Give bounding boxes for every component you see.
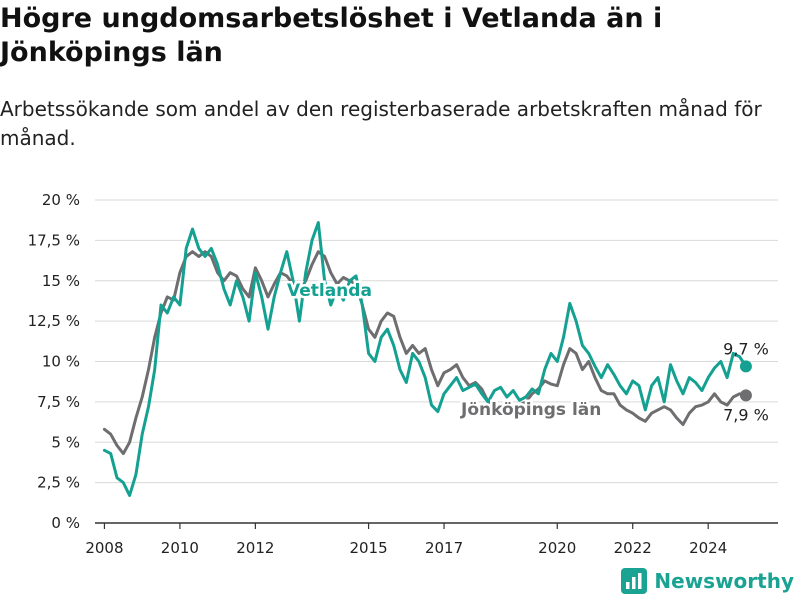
lan-line [102,250,748,456]
y-tick-label: 7,5 % [37,393,80,411]
y-tick-label: 0 % [51,514,80,532]
y-tick-label: 20 % [42,191,80,209]
lan-end-marker [739,389,752,402]
x-tick-label: 2024 [689,539,727,557]
x-tick-label: 2015 [349,539,387,557]
bar-chart-icon [621,568,648,594]
y-tick-label: 15 % [42,272,80,290]
lan-series-label: Jönköpings län [460,400,601,420]
y-tick-label: 10 % [42,353,80,371]
lan-end-value: 7,9 % [723,405,769,424]
vetlanda-end-marker [739,360,752,373]
series-lines [102,221,752,497]
x-axis: 2008 2010 2012 2015 2017 2020 2022 2024 [85,522,778,557]
chart-title: Högre ungdomsarbetslöshet i Vetlanda än … [0,3,663,68]
vetlanda-series-label: Vetlanda [287,281,372,301]
series-labels: 7,9 % 9,7 % Vetlanda Jönköpings län [285,279,769,425]
x-tick-label: 2012 [236,539,274,557]
vetlanda-line [102,221,748,497]
x-tick-label: 2022 [614,539,652,557]
y-tick-label: 12,5 % [28,312,80,330]
x-tick-label: 2017 [425,539,463,557]
x-tick-label: 2020 [538,539,576,557]
y-tick-label: 17,5 % [28,231,80,249]
vetlanda-end-value: 9,7 % [723,339,769,358]
chart-subtitle: Arbetssökande som andel av den registerb… [0,97,762,150]
y-axis-tick-labels: 0 % 2,5 % 5 % 7,5 % 10 % 12,5 % 15 % 17,5 % 20 % [28,191,80,532]
x-tick-label: 2008 [85,539,123,557]
x-tick-label: 2010 [161,539,199,557]
newsworthy-logo: Newsworthy [621,568,794,594]
y-tick-label: 5 % [51,433,80,451]
y-tick-label: 2,5 % [37,474,80,492]
logo-text: Newsworthy [654,569,794,593]
